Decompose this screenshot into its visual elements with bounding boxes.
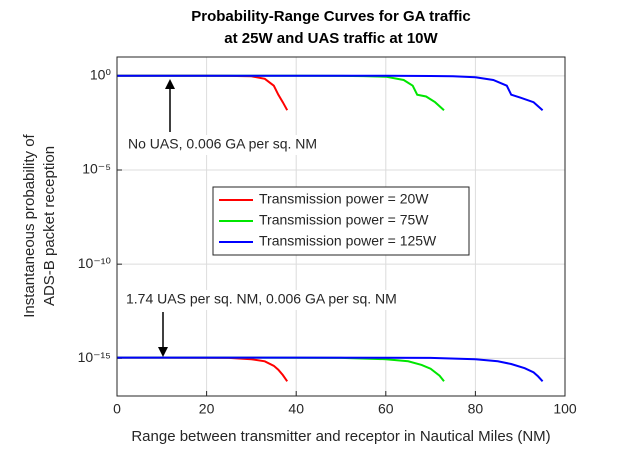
chart-title: Probability-Range Curves for GA traffic [191, 8, 471, 25]
x-tick-label: 80 [468, 401, 484, 417]
line [117, 74, 544, 111]
y-tick-label: 10⁰ [90, 67, 112, 83]
y-tick-label: 10⁻¹⁵ [78, 349, 111, 365]
y-tick-label: 10⁻⁵ [82, 161, 111, 177]
line [117, 356, 544, 382]
x-tick-label: 20 [199, 401, 215, 417]
y-tick-label: 10⁻¹⁰ [78, 255, 112, 271]
y-axis-label: ADS-B packet reception [41, 146, 58, 306]
legend-label: Transmission power = 20W [259, 191, 429, 207]
legend: Transmission power = 20W Transmission pow… [212, 186, 470, 256]
annotation-bg [124, 290, 469, 310]
x-tick-label: 0 [113, 401, 121, 417]
y-axis-label: Instantaneous probability of [21, 133, 38, 317]
x-tick-label: 40 [288, 401, 304, 417]
annotation-bg [126, 135, 366, 155]
annotation: 1.74 UAS per sq. NM, 0.006 GA per sq. NM [126, 291, 397, 307]
lines [117, 74, 544, 382]
legend-label: Transmission power = 125W [259, 233, 437, 249]
chart-title: at 25W and UAS traffic at 10W [224, 30, 438, 47]
plot-frame [116, 56, 566, 397]
x-tick-label: 100 [553, 401, 577, 417]
x-tick-label: 60 [378, 401, 394, 417]
legend-box [212, 186, 470, 256]
annotation: No UAS, 0.006 GA per sq. NM [128, 136, 317, 152]
x-axis-label: Range between transmitter and receptor i… [131, 428, 550, 445]
legend-label: Transmission power = 75W [259, 212, 429, 228]
